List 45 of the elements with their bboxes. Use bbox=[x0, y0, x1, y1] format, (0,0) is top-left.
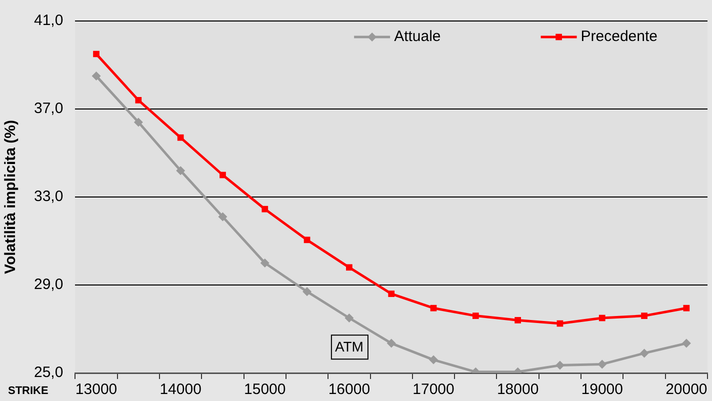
legend-label: Precedente bbox=[580, 28, 658, 46]
y-axis-title: Volatilità implicita (%) bbox=[2, 120, 20, 274]
point bbox=[682, 338, 691, 348]
point bbox=[472, 312, 479, 319]
point bbox=[344, 314, 354, 322]
x-tick-label: 14000 bbox=[160, 381, 202, 398]
point bbox=[262, 206, 268, 212]
point bbox=[386, 338, 396, 348]
point bbox=[302, 287, 312, 296]
point bbox=[92, 72, 101, 80]
y-tick-label: 33,0 bbox=[34, 188, 64, 206]
y-tick-label: 25,0 bbox=[34, 364, 64, 382]
point bbox=[93, 50, 100, 58]
point bbox=[430, 304, 437, 312]
point bbox=[640, 348, 649, 358]
x-tick-label: 16000 bbox=[328, 381, 370, 398]
point bbox=[598, 314, 606, 322]
point bbox=[304, 236, 310, 244]
x-tick-label: 18000 bbox=[496, 381, 539, 398]
point bbox=[220, 172, 226, 178]
point bbox=[177, 134, 184, 141]
point bbox=[260, 258, 270, 268]
x-tick-label: 17000 bbox=[412, 381, 454, 398]
annotation: ATM bbox=[334, 338, 364, 354]
point bbox=[134, 118, 143, 127]
point bbox=[514, 317, 521, 324]
point bbox=[641, 312, 648, 319]
point bbox=[429, 355, 438, 364]
point bbox=[176, 166, 186, 176]
point bbox=[598, 360, 607, 369]
point bbox=[683, 304, 690, 312]
point bbox=[555, 360, 564, 370]
y-tick-label: 41,0 bbox=[34, 12, 64, 30]
x-axis-title: STRIKE bbox=[8, 385, 48, 398]
y-tick-label: 37,0 bbox=[34, 100, 64, 118]
point bbox=[218, 212, 228, 222]
x-tick-label: 15000 bbox=[244, 381, 286, 398]
legend-label: Attuale bbox=[394, 28, 441, 46]
point bbox=[346, 264, 352, 271]
x-tick-label: 20000 bbox=[666, 381, 708, 398]
point bbox=[388, 290, 395, 297]
point bbox=[135, 97, 142, 104]
y-tick-label: 29,0 bbox=[34, 276, 64, 294]
x-tick-label: 19000 bbox=[581, 381, 623, 398]
x-tick-label: 13000 bbox=[75, 381, 118, 398]
